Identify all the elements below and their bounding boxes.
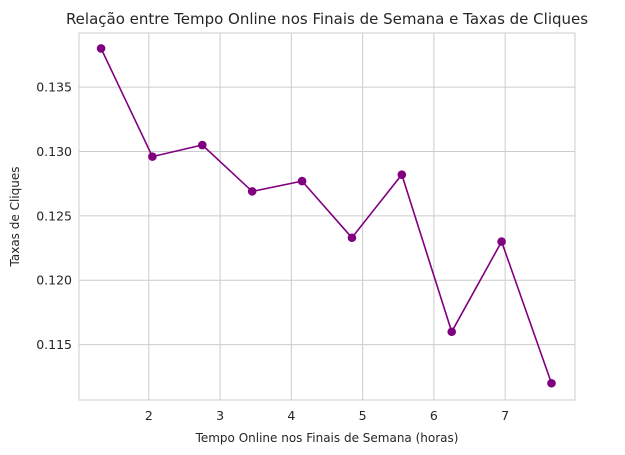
data-point [397,170,407,179]
data-point [197,140,207,150]
series-line [100,48,553,384]
grid-layer [79,33,575,400]
x-axis-label: Tempo Online nos Finais de Semana (horas… [195,431,459,445]
series-layer [96,44,556,388]
data-point [447,327,457,337]
y-tick-labels: 0.115 0.120 0.125 0.130 0.135 [36,80,72,353]
x-tick-label: 7 [501,408,509,423]
x-tick-label: 5 [359,408,367,423]
x-tick-labels: 2 3 4 5 6 7 [145,408,509,423]
y-axis-label: Taxas de Cliques [8,167,22,268]
x-tick-label: 3 [216,408,224,423]
data-point [547,378,556,388]
y-tick-label: 0.135 [36,80,72,95]
data-point [247,187,257,196]
data-point [347,233,357,243]
data-point [148,152,157,161]
y-tick-label: 0.125 [36,208,72,223]
y-tick-label: 0.115 [36,337,72,352]
chart-title: Relação entre Tempo Online nos Finais de… [66,10,588,28]
data-point [497,237,506,246]
data-point [96,44,106,53]
x-tick-label: 2 [145,408,153,423]
y-tick-label: 0.120 [36,273,72,288]
data-point [297,176,307,186]
y-tick-label: 0.130 [36,144,72,159]
x-tick-label: 6 [430,408,438,423]
plot-frame [78,32,576,401]
x-tick-label: 4 [287,408,295,423]
